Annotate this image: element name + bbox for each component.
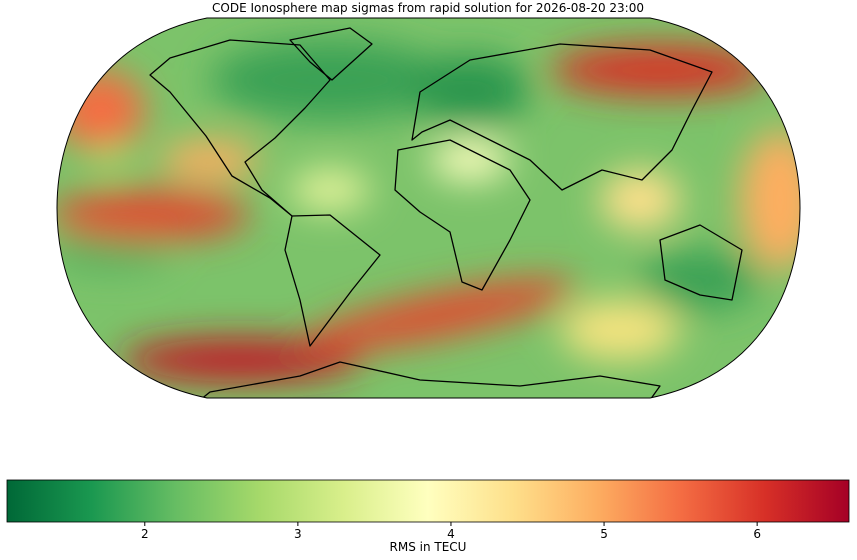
map-title: CODE Ionosphere map sigmas from rapid so… <box>212 1 644 15</box>
colorbar-tick-label: 6 <box>753 527 761 541</box>
colorbar-tick-label: 5 <box>600 527 608 541</box>
greenland <box>289 27 373 81</box>
antarctica <box>199 361 661 398</box>
south-america <box>284 214 381 347</box>
colorbar-label: RMS in TECU <box>390 540 467 554</box>
coastlines <box>149 27 743 398</box>
australia <box>659 224 743 301</box>
colorbar-tick-label: 2 <box>141 527 149 541</box>
north-america <box>149 39 331 217</box>
sigma-field <box>57 18 800 398</box>
colorbar <box>6 479 850 523</box>
eurasia <box>411 43 713 191</box>
colorbar-tick-label: 3 <box>294 527 302 541</box>
africa <box>394 139 531 291</box>
colorbar-tick-label: 4 <box>447 527 455 541</box>
